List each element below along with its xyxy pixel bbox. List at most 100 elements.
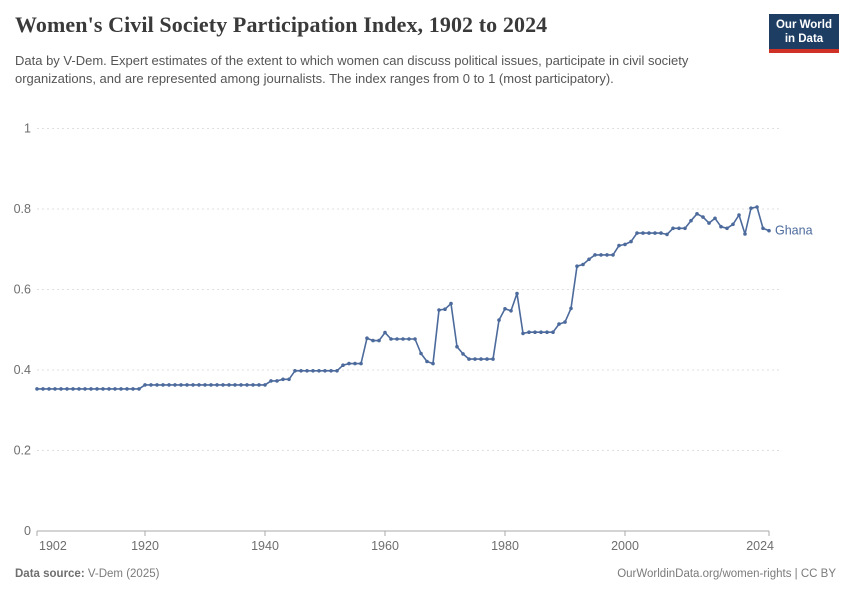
data-point[interactable] [359, 361, 363, 366]
data-point[interactable] [539, 330, 543, 334]
chart-canvas[interactable]: 0 0.2 0.4 0.6 0.8 1 1902 1920 1940 1960 1980 2000 20… [0, 110, 850, 565]
data-point[interactable] [707, 221, 711, 225]
data-point[interactable] [239, 383, 243, 387]
data-point[interactable] [215, 383, 219, 387]
data-point[interactable] [197, 383, 201, 387]
data-point[interactable] [731, 222, 735, 227]
owid-link[interactable]: OurWorldinData.org/women-rights | CC BY [617, 568, 836, 580]
data-point[interactable] [77, 387, 81, 391]
data-point[interactable] [95, 387, 99, 391]
data-point[interactable] [395, 337, 399, 341]
data-point[interactable] [281, 377, 285, 382]
data-point[interactable] [557, 322, 561, 326]
data-point[interactable] [107, 387, 111, 391]
data-point[interactable] [575, 264, 579, 268]
data-point[interactable] [113, 387, 117, 391]
data-point[interactable] [665, 232, 669, 237]
data-point[interactable] [161, 383, 165, 387]
data-point[interactable] [431, 361, 435, 366]
data-point[interactable] [713, 216, 717, 221]
data-point[interactable] [59, 387, 63, 391]
data-point[interactable] [587, 257, 591, 262]
data-point[interactable] [377, 338, 381, 343]
data-point[interactable] [701, 215, 705, 219]
data-point[interactable] [671, 226, 675, 231]
data-point[interactable] [47, 387, 51, 391]
data-point[interactable] [743, 232, 747, 236]
data-point[interactable] [185, 383, 189, 387]
data-point[interactable] [101, 387, 105, 391]
data-point[interactable] [317, 369, 321, 373]
data-point[interactable] [365, 336, 369, 340]
data-point[interactable] [749, 206, 753, 210]
data-point[interactable] [353, 361, 357, 366]
data-point[interactable] [167, 383, 171, 387]
data-point[interactable] [449, 301, 453, 306]
data-point[interactable] [329, 369, 333, 373]
data-point[interactable] [659, 231, 663, 235]
data-point[interactable] [257, 383, 261, 387]
data-point[interactable] [467, 357, 471, 361]
data-point[interactable] [503, 307, 507, 311]
data-point[interactable] [737, 213, 741, 217]
data-point[interactable] [203, 383, 207, 387]
data-point[interactable] [65, 387, 69, 391]
data-point[interactable] [287, 377, 291, 382]
data-point[interactable] [131, 387, 135, 391]
data-point[interactable] [53, 387, 57, 391]
data-point[interactable] [581, 262, 585, 267]
data-point[interactable] [221, 383, 225, 387]
data-point[interactable] [335, 369, 339, 373]
data-point[interactable] [635, 231, 639, 235]
data-point[interactable] [593, 253, 597, 257]
owid-logo[interactable]: Our World in Data [769, 14, 839, 53]
data-point[interactable] [89, 387, 93, 391]
data-point[interactable] [425, 359, 429, 364]
data-point[interactable] [125, 387, 129, 391]
data-point[interactable] [653, 231, 657, 235]
data-point[interactable] [413, 337, 417, 341]
data-point[interactable] [407, 337, 411, 341]
data-point[interactable] [245, 383, 249, 387]
data-point[interactable] [83, 387, 87, 391]
data-point[interactable] [389, 337, 393, 341]
series-label-ghana[interactable]: Ghana [775, 224, 813, 238]
data-point[interactable] [383, 330, 387, 335]
data-point[interactable] [725, 226, 729, 231]
data-point[interactable] [299, 369, 303, 373]
data-point[interactable] [455, 344, 459, 349]
data-point[interactable] [689, 218, 693, 223]
data-point[interactable] [683, 226, 687, 231]
data-point[interactable] [323, 369, 327, 373]
data-point[interactable] [371, 338, 375, 343]
data-point[interactable] [275, 379, 279, 383]
data-point[interactable] [491, 357, 495, 361]
data-point[interactable] [263, 383, 267, 387]
data-point[interactable] [515, 291, 519, 296]
data-point[interactable] [227, 383, 231, 387]
data-point[interactable] [479, 357, 483, 361]
data-point[interactable] [641, 231, 645, 235]
data-point[interactable] [173, 383, 177, 387]
data-point[interactable] [473, 357, 477, 361]
data-point[interactable] [551, 330, 555, 334]
data-point[interactable] [623, 242, 627, 247]
data-point[interactable] [179, 383, 183, 387]
data-point[interactable] [35, 387, 39, 391]
data-point[interactable] [419, 351, 423, 356]
data-point[interactable] [251, 383, 255, 387]
data-point[interactable] [599, 253, 603, 257]
data-point[interactable] [569, 306, 573, 311]
data-point[interactable] [191, 383, 195, 387]
data-point[interactable] [485, 357, 489, 361]
data-point[interactable] [401, 337, 405, 341]
data-point[interactable] [533, 330, 537, 334]
data-point[interactable] [605, 253, 609, 257]
data-point[interactable] [155, 383, 159, 387]
data-point[interactable] [611, 253, 615, 257]
data-point[interactable] [461, 352, 465, 356]
data-point[interactable] [305, 369, 309, 373]
data-point[interactable] [719, 224, 723, 229]
data-point[interactable] [233, 383, 237, 387]
data-point[interactable] [695, 212, 699, 216]
